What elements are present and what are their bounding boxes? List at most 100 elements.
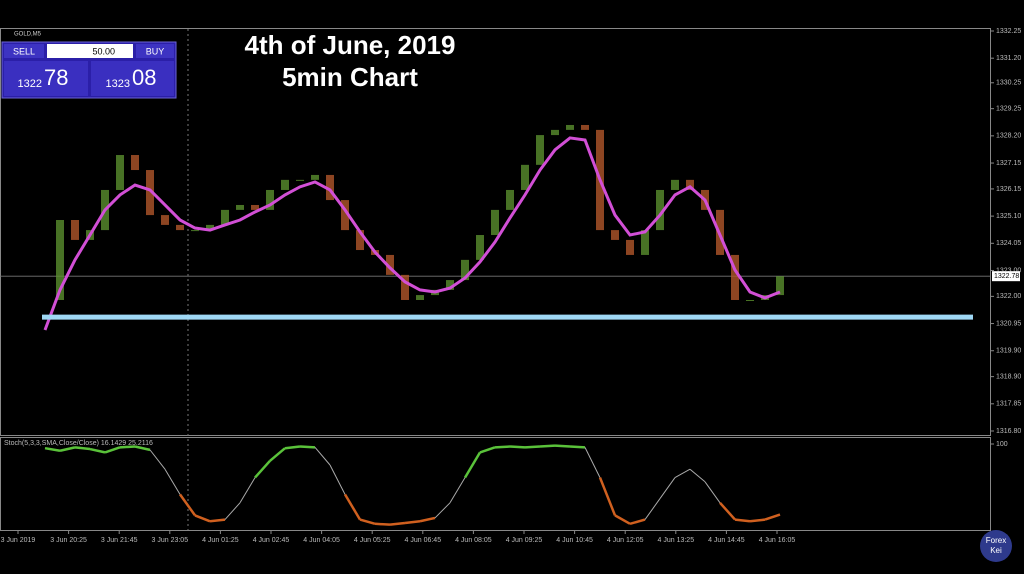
candle <box>491 209 499 236</box>
stoch-segment <box>104 446 121 454</box>
candle <box>446 280 454 290</box>
candle <box>356 230 364 251</box>
buy-label: BUY <box>146 46 165 56</box>
stoch-segment <box>59 446 76 452</box>
stoch-segment <box>74 446 91 451</box>
x-tick-label: 4 Jun 12:05 <box>607 537 644 544</box>
stoch-segment <box>389 521 406 526</box>
watermark-logo <box>980 530 1012 562</box>
y-tick-label: 1320.95 <box>996 320 1021 327</box>
stoch-segment <box>494 445 511 449</box>
candle <box>176 224 184 231</box>
bid-box[interactable] <box>4 61 88 96</box>
candle <box>626 239 634 255</box>
stoch-segment <box>224 502 241 520</box>
stoch-segment <box>419 516 436 523</box>
ask-small: 08 <box>132 65 156 90</box>
candle <box>281 179 289 190</box>
candle <box>731 254 739 300</box>
candle <box>146 170 154 216</box>
stoch-segment <box>554 444 571 448</box>
x-tick-label: 4 Jun 14:45 <box>708 537 745 544</box>
y-tick-label: 1316.80 <box>996 428 1021 435</box>
candle <box>296 179 304 181</box>
candle <box>581 124 589 130</box>
stoch-segment <box>598 477 617 516</box>
stoch-segment <box>254 459 271 479</box>
x-tick-label: 4 Jun 08:05 <box>455 537 492 544</box>
stoch-panel-border <box>0 437 991 531</box>
y-tick-label: 1332.25 <box>996 28 1021 35</box>
stoch-segment <box>178 493 197 517</box>
x-tick-label: 4 Jun 02:45 <box>253 537 290 544</box>
stoch-segment <box>463 451 482 479</box>
stoch-segment <box>539 444 556 448</box>
candle <box>341 200 349 231</box>
y-tick-label: 1318.90 <box>996 373 1021 380</box>
y-tick-label: 1329.25 <box>996 106 1021 113</box>
ask-box[interactable] <box>91 61 174 96</box>
sell-button[interactable] <box>4 44 44 58</box>
stoch-segment <box>134 445 151 452</box>
bid-big: 1322 <box>18 78 42 90</box>
stoch-segment <box>119 445 136 449</box>
candle <box>611 230 619 240</box>
stoch-segment <box>659 477 676 499</box>
stoch-segment <box>629 518 646 526</box>
x-tick-label: 4 Jun 13:25 <box>658 537 695 544</box>
stoch-segment <box>704 481 721 504</box>
candle <box>221 209 229 225</box>
candle <box>326 174 334 201</box>
stoch-segment <box>44 446 61 452</box>
stoch-tick-label: 100 <box>996 441 1008 448</box>
y-tick-label: 1328.20 <box>996 133 1021 140</box>
stoch-segment <box>689 468 706 483</box>
y-tick-label: 1331.20 <box>996 55 1021 62</box>
stoch-segment <box>314 447 331 466</box>
candle <box>656 189 664 231</box>
candle <box>461 259 469 281</box>
lots-value: 50.00 <box>92 46 115 56</box>
stoch-label: Stoch(5,3,3,SMA,Close/Close) 16.1429 25.… <box>4 440 153 447</box>
symbol-label: GOLD,M5 <box>14 32 42 38</box>
stoch-segment <box>434 502 451 519</box>
stoch-segment <box>764 513 781 521</box>
stoch-segment <box>329 464 346 495</box>
main-panel-border <box>0 28 991 436</box>
stoch-segment <box>479 446 496 454</box>
x-tick-label: 3 Jun 2019 <box>1 537 36 544</box>
candle <box>566 124 574 130</box>
candle <box>311 174 319 180</box>
stoch-segment <box>734 518 751 523</box>
candle <box>521 164 529 190</box>
candle <box>266 189 274 210</box>
x-tick-label: 4 Jun 16:05 <box>759 537 796 544</box>
candle <box>71 219 79 240</box>
y-tick-label: 1327.15 <box>996 160 1021 167</box>
candle <box>776 276 784 296</box>
stoch-segment <box>749 518 766 523</box>
lots-input[interactable] <box>47 44 133 58</box>
subtitle: 5min Chart <box>282 62 418 92</box>
moving-average <box>43 136 781 331</box>
stoch-segment <box>374 522 391 526</box>
stoch-segment <box>299 445 316 449</box>
stoch-segment <box>164 468 181 495</box>
stoch-segment <box>509 445 526 449</box>
candle <box>536 135 544 165</box>
watermark-line: Forex <box>986 536 1006 545</box>
watermark-line: Kei <box>990 546 1002 555</box>
candle <box>206 224 214 231</box>
candle <box>116 155 124 190</box>
stoch-segment <box>269 447 286 462</box>
x-tick-label: 4 Jun 06:45 <box>405 537 442 544</box>
stoch-segment <box>569 445 586 449</box>
stoch-segment <box>614 514 631 525</box>
stoch-segment <box>239 477 256 504</box>
stoch-segment <box>584 447 601 478</box>
buy-button[interactable] <box>136 44 174 58</box>
title: 4th of June, 2019 <box>245 30 456 60</box>
candle <box>131 155 139 171</box>
